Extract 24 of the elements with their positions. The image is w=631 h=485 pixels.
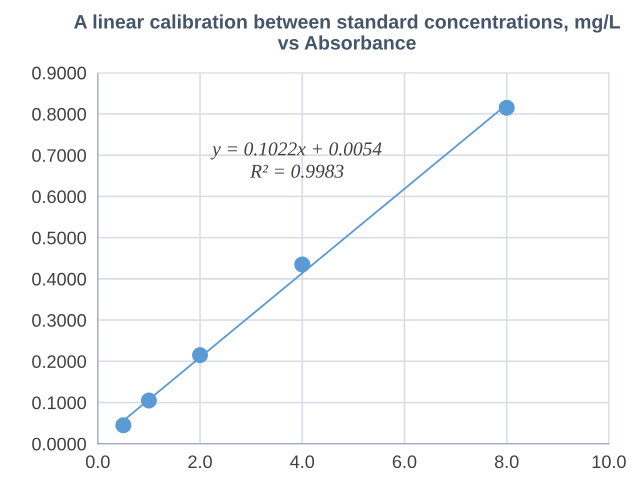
- x-tick-label: 4.0: [290, 455, 314, 468]
- y-tick-label: 0.3000: [32, 314, 86, 327]
- annotation: y = 0.1022x + 0.0054: [210, 142, 382, 160]
- y-tick-label: 0.6000: [32, 190, 86, 204]
- x-tick-label: 6.0: [392, 455, 416, 468]
- y-tick-label: 0.8000: [32, 108, 86, 121]
- x-tick-label: 2.0: [188, 455, 212, 468]
- x-tick-label: 8.0: [494, 455, 519, 468]
- point: [192, 347, 208, 364]
- y-tick-label: 0.9000: [32, 66, 86, 80]
- point: [115, 417, 132, 434]
- x-tick-label: 10.0: [592, 455, 626, 468]
- y-tick-label: 0.7000: [32, 149, 86, 162]
- y-tick-label: 0.1000: [32, 396, 86, 410]
- point: [294, 256, 310, 272]
- y-tick-label: 0.5000: [32, 232, 86, 244]
- y-tick-label: 0.4000: [32, 272, 86, 286]
- point: [498, 100, 515, 116]
- x-tick-label: 0.0: [86, 455, 110, 468]
- y-tick-label: 0.0000: [32, 438, 86, 450]
- point: [140, 392, 157, 408]
- y-tick-label: 0.2000: [32, 355, 86, 368]
- annotation: R² = 0.9983: [250, 164, 344, 178]
- chart-title: A linear calibration between standard concentrations, mg/L vs Absorbance: [74, 14, 620, 50]
